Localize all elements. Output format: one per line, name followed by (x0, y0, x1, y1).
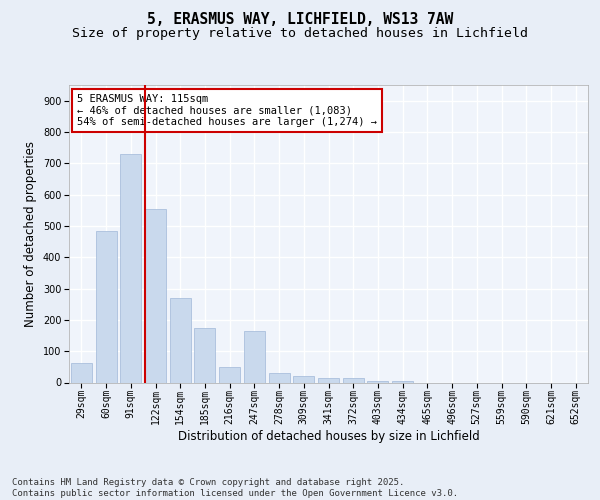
Bar (343, 378, 364, 382)
X-axis label: Distribution of detached houses by size in Lichfield: Distribution of detached houses by size … (178, 430, 479, 442)
Text: 5, ERASMUS WAY, LICHFIELD, WS13 7AW: 5, ERASMUS WAY, LICHFIELD, WS13 7AW (147, 12, 453, 28)
Text: Contains HM Land Registry data © Crown copyright and database right 2025.
Contai: Contains HM Land Registry data © Crown c… (12, 478, 458, 498)
Bar (219, 367, 240, 382)
Bar (71, 363, 92, 382)
Bar (95, 230, 116, 382)
Bar (269, 373, 290, 382)
Bar (120, 154, 141, 382)
Bar (392, 381, 413, 382)
Y-axis label: Number of detached properties: Number of detached properties (25, 141, 37, 327)
Bar (170, 298, 191, 382)
Bar (244, 331, 265, 382)
Bar (194, 328, 215, 382)
Bar (367, 381, 388, 382)
Bar (293, 376, 314, 382)
Bar (145, 208, 166, 382)
Text: 5 ERASMUS WAY: 115sqm
← 46% of detached houses are smaller (1,083)
54% of semi-d: 5 ERASMUS WAY: 115sqm ← 46% of detached … (77, 94, 377, 127)
Bar (318, 378, 339, 382)
Text: Size of property relative to detached houses in Lichfield: Size of property relative to detached ho… (72, 26, 528, 40)
